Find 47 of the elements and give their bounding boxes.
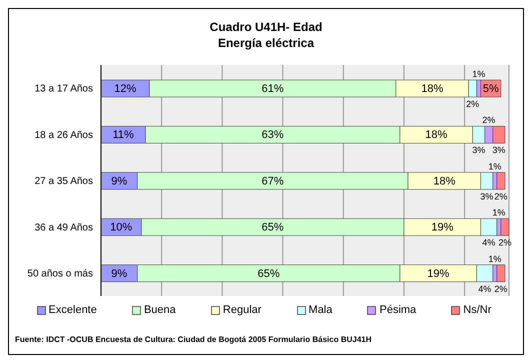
data-label: 2% (466, 99, 480, 109)
data-label: 18% (433, 175, 456, 188)
data-label: 18% (421, 83, 444, 95)
data-label: 3% (472, 145, 486, 156)
data-label: 61% (262, 83, 284, 95)
legend-label: Regular (222, 304, 262, 316)
data-label: 12% (114, 83, 136, 95)
legend-label: Mala (308, 304, 332, 316)
source-note: Fuente: IDCT -OCUB Encuesta de Cultura: Ciudad de Bogotá 2005 Formulario Básico BUJ41H (15, 335, 372, 344)
legend-label: Buena (144, 304, 176, 316)
data-label: 10% (110, 222, 132, 234)
y-tick-label: 36 a 49 Años (34, 222, 93, 234)
data-label: 11% (112, 129, 134, 142)
chart-title: Cuadro U41H- Edad (208, 19, 324, 35)
data-label: 2% (482, 115, 496, 126)
data-label: 3% (492, 145, 506, 156)
chart-subtitle: Energía eléctrica (216, 35, 316, 51)
bar (496, 172, 506, 190)
data-label: 2% (494, 191, 508, 202)
data-label: 1% (488, 161, 502, 172)
data-label: 9% (111, 268, 128, 280)
y-tick-label: 13 a 17 Años (34, 84, 93, 95)
y-tick-label: 18 a 26 Años (34, 130, 93, 141)
data-label: 2% (494, 284, 508, 294)
bar (496, 264, 506, 282)
data-label: 19% (427, 268, 450, 280)
bar (500, 218, 510, 236)
data-label: 5% (482, 83, 499, 95)
data-label: 1% (488, 254, 502, 264)
data-label: 63% (262, 129, 284, 142)
data-label: 9% (111, 175, 128, 188)
data-label: 65% (258, 268, 280, 280)
legend-label: Excelente (48, 304, 97, 316)
data-label: 18% (425, 129, 448, 142)
data-label: 3% (480, 191, 494, 202)
data-label: 65% (262, 222, 284, 234)
data-label: 19% (431, 222, 454, 234)
y-tick-label: 50 años o más (27, 268, 93, 280)
y-tick-label: 27 a 35 Años (34, 176, 93, 188)
legend-label: Pésima (379, 304, 416, 316)
legend-label: Ns/Nr (463, 304, 492, 316)
data-label: 67% (262, 175, 284, 188)
data-label: 2% (498, 238, 512, 248)
data-label: 4% (478, 284, 492, 294)
data-label: 4% (482, 238, 496, 248)
data-label: 1% (472, 69, 486, 79)
data-label: 1% (492, 208, 506, 218)
